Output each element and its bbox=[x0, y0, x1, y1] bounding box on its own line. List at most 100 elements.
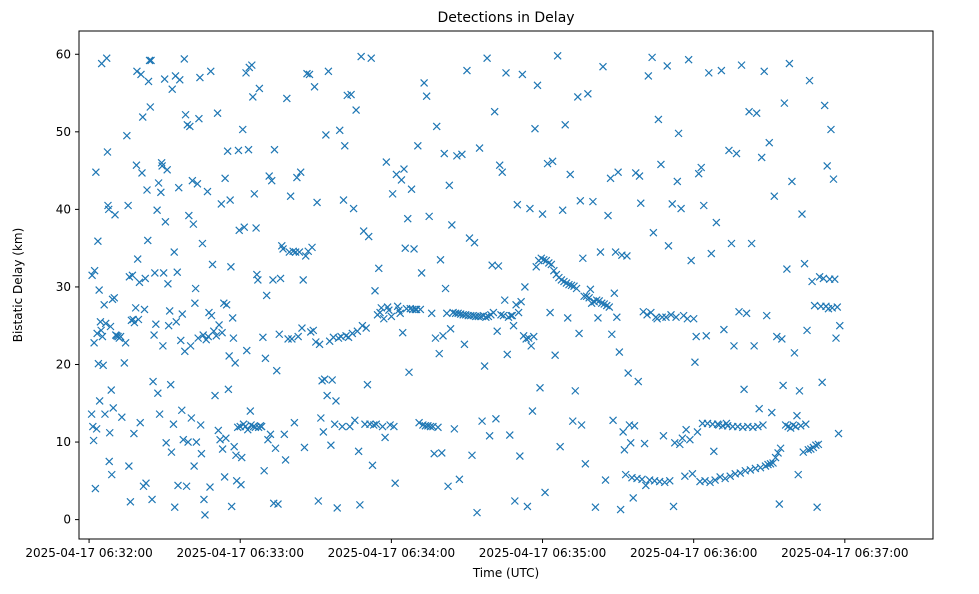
data-point bbox=[296, 168, 305, 177]
data-point bbox=[267, 176, 276, 185]
data-point bbox=[194, 114, 203, 123]
data-point bbox=[215, 321, 223, 329]
data-point bbox=[737, 61, 746, 70]
data-point bbox=[410, 245, 418, 253]
data-point bbox=[107, 386, 116, 395]
data-point bbox=[102, 54, 111, 63]
data-point bbox=[561, 120, 570, 129]
data-point bbox=[96, 317, 105, 326]
data-point bbox=[222, 300, 231, 309]
data-point bbox=[571, 386, 580, 395]
data-point bbox=[335, 126, 344, 135]
data-point bbox=[244, 145, 253, 154]
data-point bbox=[441, 284, 450, 293]
data-point bbox=[604, 211, 612, 220]
data-point bbox=[541, 488, 549, 497]
data-point bbox=[140, 305, 149, 314]
data-point bbox=[730, 341, 738, 350]
data-point bbox=[682, 425, 691, 434]
data-point bbox=[680, 472, 689, 481]
data-point bbox=[495, 161, 504, 170]
data-point bbox=[214, 426, 223, 435]
data-point bbox=[503, 350, 512, 359]
data-point bbox=[752, 109, 761, 118]
data-point bbox=[455, 475, 464, 484]
data-point bbox=[235, 226, 244, 235]
data-point bbox=[299, 276, 308, 284]
data-point bbox=[782, 265, 791, 274]
data-point bbox=[523, 502, 532, 511]
data-point bbox=[704, 68, 713, 77]
data-point bbox=[330, 420, 339, 429]
data-point bbox=[111, 210, 119, 219]
data-point bbox=[745, 107, 754, 116]
data-point bbox=[199, 331, 208, 339]
data-point bbox=[630, 421, 639, 430]
data-point bbox=[785, 59, 794, 68]
data-point bbox=[505, 431, 514, 439]
data-point bbox=[313, 198, 321, 207]
data-point bbox=[468, 451, 476, 460]
data-point bbox=[372, 420, 381, 429]
data-point bbox=[675, 440, 684, 449]
data-point bbox=[308, 243, 316, 252]
data-point bbox=[425, 212, 434, 221]
data-point bbox=[556, 442, 565, 451]
data-point bbox=[126, 497, 135, 506]
data-point bbox=[184, 438, 193, 446]
data-point bbox=[514, 308, 523, 317]
data-point bbox=[326, 441, 335, 450]
data-point bbox=[144, 77, 153, 86]
data-point bbox=[117, 413, 126, 422]
x-tick-label: 2025-04-17 06:33:00 bbox=[177, 546, 304, 560]
data-point bbox=[776, 444, 785, 453]
data-point bbox=[470, 238, 479, 247]
data-point bbox=[609, 416, 617, 425]
data-point bbox=[621, 470, 630, 479]
data-point bbox=[803, 326, 811, 335]
data-point bbox=[480, 362, 489, 370]
data-point bbox=[332, 397, 340, 405]
data-point bbox=[510, 497, 519, 505]
data-point bbox=[265, 172, 274, 180]
data-point bbox=[790, 348, 799, 357]
data-point bbox=[163, 165, 172, 174]
data-point bbox=[762, 311, 771, 320]
data-point bbox=[251, 423, 260, 432]
data-point bbox=[672, 313, 680, 322]
data-point bbox=[794, 470, 803, 479]
data-point bbox=[151, 320, 160, 329]
data-point bbox=[188, 176, 197, 185]
data-point bbox=[711, 476, 720, 484]
data-point bbox=[813, 503, 822, 512]
data-point bbox=[770, 192, 779, 201]
data-point bbox=[295, 248, 304, 256]
data-point bbox=[363, 380, 372, 389]
data-point bbox=[124, 462, 133, 471]
data-point bbox=[206, 67, 215, 76]
data-point bbox=[298, 324, 306, 332]
data-point bbox=[173, 268, 182, 277]
data-point bbox=[717, 66, 726, 75]
x-tick-label: 2025-04-17 06:36:00 bbox=[630, 546, 757, 560]
data-point bbox=[189, 220, 198, 229]
data-point bbox=[182, 482, 191, 491]
data-point bbox=[563, 314, 572, 322]
data-point bbox=[819, 274, 828, 283]
data-point bbox=[354, 447, 363, 456]
data-point bbox=[167, 448, 176, 457]
data-point bbox=[190, 462, 199, 471]
data-point bbox=[801, 420, 810, 429]
data-point bbox=[648, 53, 657, 62]
data-point bbox=[706, 478, 714, 487]
data-point bbox=[130, 318, 139, 327]
data-point bbox=[502, 68, 510, 77]
data-point bbox=[369, 421, 378, 429]
data-point bbox=[691, 358, 699, 367]
data-point bbox=[261, 354, 270, 363]
data-point bbox=[526, 204, 534, 213]
data-point bbox=[168, 85, 177, 94]
data-point bbox=[120, 359, 129, 367]
data-point bbox=[184, 211, 193, 220]
data-point bbox=[93, 237, 102, 246]
